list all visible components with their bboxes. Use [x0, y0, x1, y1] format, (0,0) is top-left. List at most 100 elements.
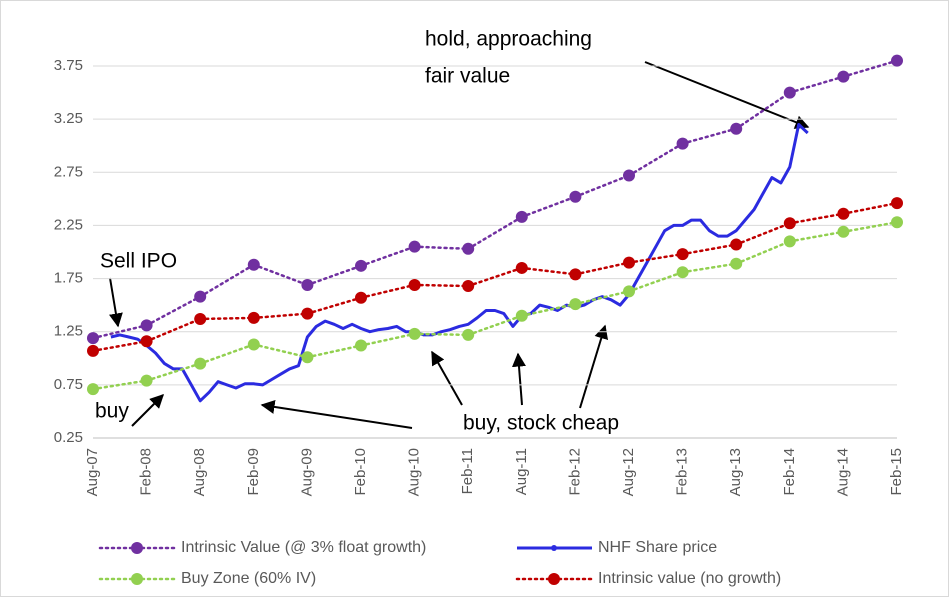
series-marker: [676, 266, 689, 279]
x-tick-label: Feb-10: [352, 448, 369, 496]
arrows: [109, 61, 810, 429]
series-connector: [91, 340, 148, 353]
legend-swatch-marker: [131, 542, 143, 554]
series-connector: [842, 220, 899, 234]
series-marker: [87, 344, 99, 357]
legend-label: NHF Share price: [598, 539, 717, 556]
series-marker: [783, 235, 796, 248]
series-marker: [194, 357, 207, 370]
series-connector: [627, 270, 684, 293]
x-tick-label: Aug-10: [406, 448, 423, 496]
series-marker: [569, 298, 582, 311]
series-marker: [194, 290, 207, 303]
series-marker: [462, 242, 475, 255]
series-marker: [462, 328, 475, 341]
series-marker: [837, 207, 850, 220]
series-marker: [408, 327, 421, 340]
series-marker: [194, 312, 207, 325]
series-marker: [676, 248, 689, 261]
series-marker: [515, 309, 528, 322]
series-connector: [627, 252, 684, 264]
legend-item: Buy Zone (60% IV): [98, 570, 316, 587]
series-marker: [623, 256, 635, 269]
series-marker: [140, 335, 153, 348]
y-tick-label: 2.25: [54, 216, 83, 233]
series-marker: [730, 122, 743, 135]
series-connector: [198, 316, 256, 321]
series-marker: [247, 311, 260, 324]
series-marker: [301, 307, 314, 320]
series-marker: [515, 261, 528, 274]
series-marker: [408, 240, 421, 253]
series-connector: [788, 212, 845, 225]
series-connector: [520, 302, 577, 318]
series-marker: [355, 339, 367, 352]
series-connector: [91, 379, 148, 391]
series-marker: [891, 216, 903, 229]
annotation: buy, stock cheap: [463, 412, 619, 435]
series-connector: [574, 290, 631, 306]
y-tick-label: 3.25: [54, 110, 83, 127]
series-connector: [466, 266, 524, 288]
series-connector: [198, 343, 256, 365]
series-connector: [252, 263, 309, 287]
series-marker: [140, 374, 153, 387]
series-connector: [842, 201, 899, 215]
series-connector: [306, 264, 363, 287]
series-connector: [788, 230, 845, 243]
legend-swatch-marker: [551, 545, 557, 551]
y-tick-label: 1.75: [54, 270, 83, 287]
series-marker: [462, 280, 475, 293]
series-marker: [355, 259, 367, 272]
series-connector: [198, 263, 256, 298]
series-marker: [247, 338, 260, 351]
annotation: fair value: [425, 65, 510, 88]
series-marker: [837, 70, 850, 83]
y-tick-label: 0.25: [54, 429, 83, 446]
series-marker: [515, 210, 528, 223]
series-connector: [681, 262, 738, 274]
legend-label: Intrinsic value (no growth): [598, 570, 781, 587]
x-tick-label: Feb-15: [888, 448, 905, 496]
series-marker: [783, 217, 796, 230]
series-connector: [145, 317, 202, 343]
x-tick-label: Aug-13: [727, 448, 744, 496]
legend-item: Intrinsic Value (@ 3% float growth): [98, 539, 426, 556]
x-tick-label: Aug-07: [84, 448, 101, 496]
series-marker: [569, 268, 582, 281]
series-marker: [623, 285, 635, 298]
series-connector: [466, 215, 524, 251]
annotation: buy: [95, 400, 129, 423]
legend-swatch-marker: [548, 573, 560, 585]
series-connector: [574, 261, 631, 276]
series-connector: [359, 283, 416, 299]
series-connector: [413, 245, 470, 251]
x-tick-label: Feb-11: [459, 448, 476, 494]
series-marker: [87, 383, 99, 396]
x-tick-label: Feb-08: [138, 448, 155, 496]
x-tick-label: Feb-12: [566, 448, 583, 496]
legend-label: Buy Zone (60% IV): [181, 570, 316, 587]
series-marker: [408, 278, 421, 291]
series-connector: [306, 344, 363, 359]
series-connector: [734, 91, 792, 130]
series-marker: [891, 197, 903, 210]
legend-label: Intrinsic Value (@ 3% float growth): [181, 539, 426, 556]
legend-item: Intrinsic value (no growth): [515, 570, 781, 587]
series-connector: [734, 222, 792, 246]
x-tick-label: Aug-12: [620, 448, 637, 496]
series-marker: [623, 169, 635, 182]
y-tick-label: 2.75: [54, 163, 83, 180]
x-tick-label: Feb-09: [245, 448, 262, 496]
x-tick-label: Aug-14: [834, 448, 851, 496]
series-line: [110, 123, 809, 403]
series-marker: [355, 291, 367, 304]
series-marker: [301, 278, 314, 291]
series-marker: [140, 319, 153, 332]
y-tick-label: 0.75: [54, 376, 83, 393]
series-connector: [252, 312, 309, 320]
series-marker: [730, 257, 743, 270]
x-tick-label: Feb-13: [674, 448, 691, 496]
series-connector: [734, 240, 792, 265]
